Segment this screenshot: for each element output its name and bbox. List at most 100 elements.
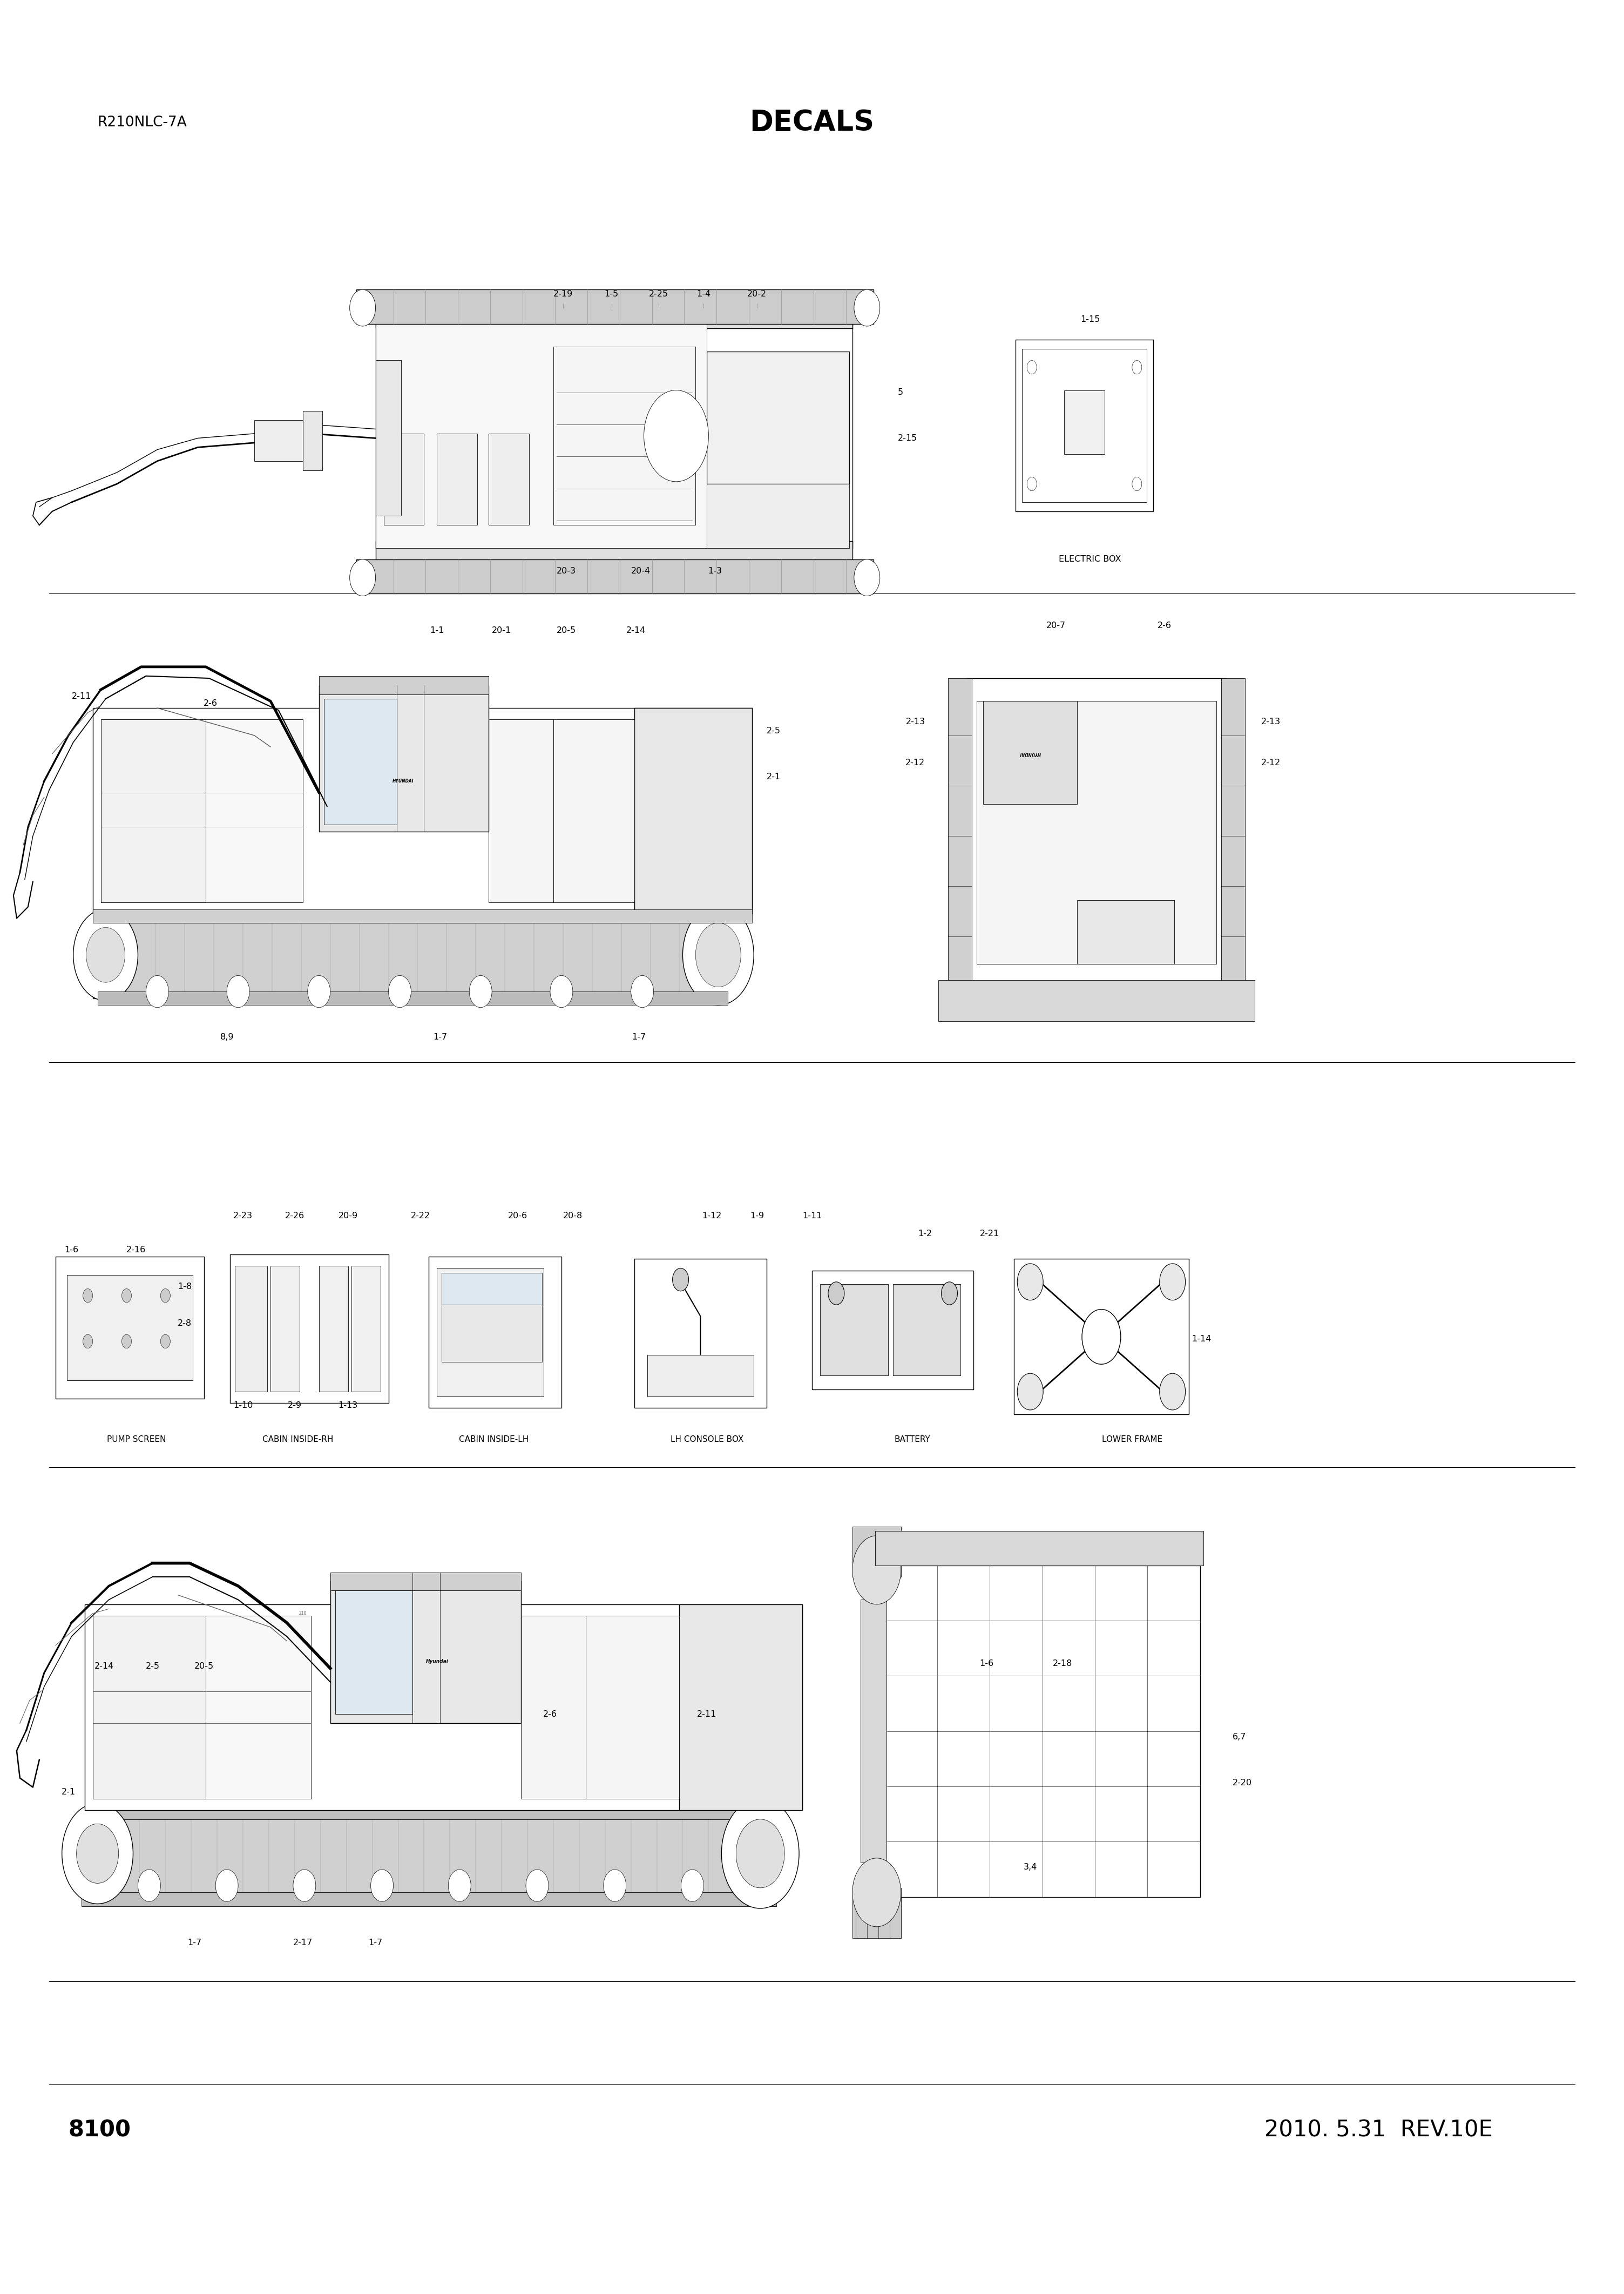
Text: HYUNDAI: HYUNDAI bbox=[1020, 752, 1041, 757]
Bar bbox=[67, 1275, 193, 1381]
Bar bbox=[302, 411, 322, 470]
Text: HYUNDAI: HYUNDAI bbox=[393, 778, 414, 785]
Circle shape bbox=[227, 975, 250, 1007]
Text: 6,7: 6,7 bbox=[1233, 1732, 1246, 1741]
Bar bbox=[93, 1615, 310, 1798]
Bar bbox=[437, 1269, 544, 1397]
Bar bbox=[93, 911, 731, 998]
Circle shape bbox=[643, 390, 708, 482]
Bar bbox=[489, 720, 554, 902]
Text: DECALS: DECALS bbox=[750, 108, 874, 138]
Text: 2-21: 2-21 bbox=[979, 1230, 1000, 1239]
Text: 20-7: 20-7 bbox=[1046, 622, 1065, 631]
Bar bbox=[323, 700, 396, 824]
Bar bbox=[442, 1305, 542, 1363]
Circle shape bbox=[1160, 1264, 1186, 1301]
Bar bbox=[318, 686, 489, 830]
Text: R210NLC-7A: R210NLC-7A bbox=[97, 115, 187, 131]
Circle shape bbox=[1026, 477, 1036, 491]
Bar bbox=[235, 1266, 268, 1392]
Circle shape bbox=[122, 1289, 132, 1303]
Circle shape bbox=[853, 1858, 901, 1927]
Bar bbox=[635, 1259, 767, 1409]
Bar bbox=[356, 560, 874, 594]
Text: 1-10: 1-10 bbox=[234, 1402, 253, 1409]
Circle shape bbox=[853, 1535, 901, 1604]
Circle shape bbox=[1026, 360, 1036, 374]
Bar bbox=[521, 1615, 586, 1798]
Text: 2-8: 2-8 bbox=[177, 1319, 192, 1328]
Text: 2-25: 2-25 bbox=[648, 289, 667, 298]
Text: 1-2: 1-2 bbox=[918, 1230, 932, 1239]
Text: 1-14: 1-14 bbox=[1192, 1335, 1212, 1342]
Bar bbox=[1077, 899, 1174, 963]
Text: 2-5: 2-5 bbox=[146, 1661, 159, 1670]
Circle shape bbox=[1017, 1264, 1043, 1301]
Text: 1-6: 1-6 bbox=[65, 1246, 78, 1255]
Text: 2-14: 2-14 bbox=[625, 626, 646, 635]
Text: 2-12: 2-12 bbox=[1262, 759, 1281, 766]
Text: CABIN INSIDE-LH: CABIN INSIDE-LH bbox=[458, 1436, 528, 1443]
Text: 2-11: 2-11 bbox=[697, 1709, 716, 1718]
Bar bbox=[489, 434, 529, 525]
Bar bbox=[635, 709, 752, 913]
Text: CABIN INSIDE-RH: CABIN INSIDE-RH bbox=[263, 1436, 333, 1443]
Circle shape bbox=[1132, 477, 1142, 491]
Text: 1-11: 1-11 bbox=[802, 1211, 822, 1220]
Bar bbox=[939, 980, 1255, 1021]
Text: 2-17: 2-17 bbox=[292, 1938, 312, 1948]
Bar bbox=[968, 679, 1226, 986]
Circle shape bbox=[942, 1282, 958, 1305]
Text: 210: 210 bbox=[299, 1610, 307, 1615]
Bar bbox=[356, 289, 874, 323]
Bar bbox=[351, 1266, 380, 1392]
Bar bbox=[429, 1257, 562, 1409]
Bar bbox=[318, 677, 489, 695]
Text: 2-15: 2-15 bbox=[898, 434, 918, 443]
Bar bbox=[893, 1285, 961, 1376]
Text: LOWER FRAME: LOWER FRAME bbox=[1101, 1436, 1163, 1443]
Circle shape bbox=[526, 1870, 549, 1902]
Bar bbox=[948, 679, 973, 986]
Circle shape bbox=[680, 1870, 703, 1902]
Circle shape bbox=[828, 1282, 844, 1305]
Text: 2-16: 2-16 bbox=[127, 1246, 146, 1255]
Text: 1-5: 1-5 bbox=[604, 289, 619, 298]
Bar bbox=[853, 1526, 901, 1576]
Circle shape bbox=[632, 975, 653, 1007]
Bar bbox=[97, 991, 728, 1005]
Bar bbox=[375, 541, 853, 564]
Bar bbox=[885, 1565, 1200, 1897]
Text: 20-1: 20-1 bbox=[492, 626, 512, 635]
Text: Hyundai: Hyundai bbox=[425, 1659, 448, 1663]
Circle shape bbox=[672, 1269, 689, 1292]
Bar bbox=[1064, 390, 1104, 454]
Bar bbox=[93, 709, 752, 913]
Text: 2-6: 2-6 bbox=[542, 1709, 557, 1718]
Bar bbox=[875, 1530, 1203, 1565]
Text: 2-6: 2-6 bbox=[203, 700, 218, 707]
Text: 1-4: 1-4 bbox=[697, 289, 711, 298]
Bar bbox=[255, 420, 302, 461]
Bar bbox=[93, 908, 752, 922]
Text: 1-1: 1-1 bbox=[430, 626, 443, 635]
Bar bbox=[375, 305, 853, 328]
Text: 2-5: 2-5 bbox=[767, 727, 781, 734]
Bar bbox=[820, 1285, 888, 1376]
Bar bbox=[442, 1273, 542, 1305]
Text: 1-7: 1-7 bbox=[434, 1032, 447, 1041]
Text: 1-15: 1-15 bbox=[1080, 314, 1099, 323]
Text: 20-8: 20-8 bbox=[564, 1211, 583, 1220]
Bar bbox=[861, 1599, 887, 1863]
Text: 1-8: 1-8 bbox=[177, 1282, 192, 1292]
Bar bbox=[84, 1604, 802, 1810]
Bar bbox=[554, 346, 695, 525]
Circle shape bbox=[1082, 1310, 1121, 1365]
Text: 1-7: 1-7 bbox=[369, 1938, 383, 1948]
Text: 2-9: 2-9 bbox=[287, 1402, 302, 1409]
Circle shape bbox=[349, 560, 375, 596]
Text: 2-20: 2-20 bbox=[1233, 1778, 1252, 1787]
Text: BATTERY: BATTERY bbox=[895, 1436, 931, 1443]
Circle shape bbox=[62, 1803, 133, 1904]
Bar bbox=[437, 434, 477, 525]
